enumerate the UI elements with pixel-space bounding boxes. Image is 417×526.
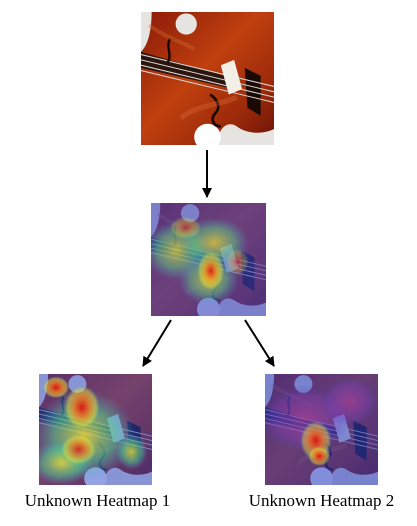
unknown-heatmap-1	[39, 374, 152, 485]
violin-photo-panel	[141, 12, 274, 145]
middle-heatmap-panel	[151, 203, 266, 316]
violin-photo	[141, 12, 274, 145]
arrow-middle-to-left	[142, 319, 172, 367]
arrow-middle-to-right	[244, 319, 275, 367]
unknown-heatmap-2-panel	[265, 374, 378, 485]
unknown-heatmap-2	[265, 374, 378, 485]
unknown-heatmap-1-panel	[39, 374, 152, 485]
caption-unknown-heatmap-2: Unknown Heatmap 2	[248, 491, 395, 510]
caption-unknown-heatmap-1: Unknown Heatmap 1	[24, 491, 171, 510]
middle-heatmap	[151, 203, 266, 316]
